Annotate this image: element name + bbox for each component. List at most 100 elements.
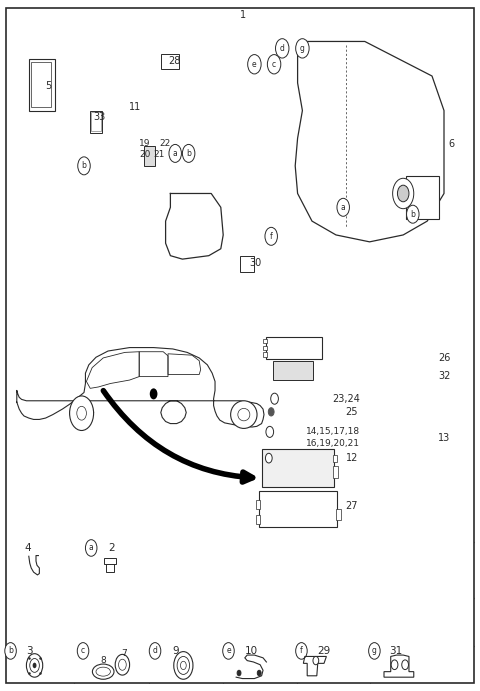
Text: 25: 25	[346, 407, 358, 417]
Text: g: g	[372, 646, 377, 656]
Text: 30: 30	[250, 258, 262, 267]
Ellipse shape	[96, 668, 110, 676]
Text: 26: 26	[438, 353, 451, 363]
Circle shape	[265, 227, 277, 245]
Text: f: f	[270, 231, 273, 241]
Text: 13: 13	[438, 433, 451, 443]
Text: 29: 29	[317, 646, 330, 656]
Circle shape	[296, 39, 309, 58]
Bar	[333, 455, 337, 462]
Circle shape	[30, 659, 39, 672]
Text: c: c	[81, 646, 85, 656]
Text: g: g	[300, 44, 305, 53]
Ellipse shape	[230, 401, 257, 428]
Text: 10: 10	[245, 646, 258, 656]
Bar	[406, 176, 439, 219]
Bar	[256, 500, 260, 509]
Text: a: a	[341, 202, 346, 212]
Bar	[336, 509, 341, 520]
Circle shape	[402, 660, 408, 670]
Bar	[273, 361, 313, 380]
Bar	[263, 339, 267, 343]
Circle shape	[26, 654, 43, 677]
Bar	[161, 54, 179, 69]
Circle shape	[149, 643, 161, 659]
Bar	[104, 558, 116, 564]
Circle shape	[33, 663, 36, 668]
Circle shape	[70, 396, 94, 430]
Circle shape	[391, 660, 398, 670]
Text: a: a	[89, 543, 94, 553]
Bar	[240, 256, 254, 272]
Circle shape	[177, 656, 190, 674]
Bar	[91, 112, 101, 131]
Circle shape	[77, 643, 89, 659]
Circle shape	[115, 654, 130, 675]
Text: 8: 8	[101, 656, 107, 665]
Bar	[266, 337, 322, 359]
Text: 21: 21	[154, 150, 165, 160]
Text: 20: 20	[139, 150, 151, 160]
Text: e: e	[252, 59, 257, 69]
Text: 11: 11	[129, 102, 141, 112]
Text: b: b	[8, 646, 13, 656]
Text: 31: 31	[389, 646, 402, 656]
Text: 12: 12	[346, 453, 358, 463]
Circle shape	[276, 39, 289, 58]
Text: 1: 1	[240, 10, 246, 19]
Bar	[259, 491, 337, 527]
Circle shape	[271, 393, 278, 404]
Bar	[256, 515, 260, 524]
Circle shape	[85, 540, 97, 556]
Text: b: b	[410, 209, 415, 219]
Text: 7: 7	[121, 649, 127, 659]
Text: 9: 9	[173, 646, 180, 656]
Text: 22: 22	[159, 139, 170, 149]
Text: 23,24: 23,24	[332, 394, 360, 404]
Circle shape	[77, 406, 86, 420]
Circle shape	[174, 652, 193, 679]
Circle shape	[296, 643, 307, 659]
Circle shape	[223, 643, 234, 659]
Circle shape	[180, 661, 186, 670]
Text: 2: 2	[108, 543, 115, 553]
Circle shape	[268, 408, 274, 416]
Circle shape	[407, 205, 419, 223]
Ellipse shape	[92, 664, 114, 679]
Bar	[263, 352, 267, 357]
Text: d: d	[280, 44, 285, 53]
Circle shape	[266, 426, 274, 437]
Bar	[106, 564, 114, 572]
Circle shape	[150, 388, 157, 399]
Circle shape	[169, 144, 181, 162]
Circle shape	[5, 643, 16, 659]
Bar	[263, 346, 267, 350]
Text: 27: 27	[346, 501, 358, 511]
Text: 16,19,20,21: 16,19,20,21	[306, 439, 360, 448]
Text: c: c	[272, 59, 276, 69]
Circle shape	[267, 55, 281, 74]
Circle shape	[119, 659, 126, 670]
Bar	[90, 111, 102, 133]
Text: 3: 3	[26, 646, 33, 656]
Bar	[144, 146, 155, 166]
Text: a: a	[173, 149, 178, 158]
Text: 14,15,17,18: 14,15,17,18	[306, 427, 360, 437]
Text: e: e	[226, 646, 231, 656]
Text: f: f	[300, 646, 303, 656]
Circle shape	[78, 157, 90, 175]
Circle shape	[182, 144, 195, 162]
Bar	[262, 449, 334, 487]
Circle shape	[369, 643, 380, 659]
Text: b: b	[186, 149, 191, 158]
Text: 6: 6	[449, 139, 455, 149]
Bar	[29, 59, 55, 111]
Text: 5: 5	[46, 82, 52, 91]
Circle shape	[257, 670, 261, 676]
Text: 32: 32	[438, 371, 451, 381]
Circle shape	[248, 55, 261, 74]
Text: 4: 4	[24, 543, 31, 553]
Bar	[31, 62, 51, 107]
Circle shape	[265, 453, 272, 463]
Circle shape	[313, 656, 319, 665]
